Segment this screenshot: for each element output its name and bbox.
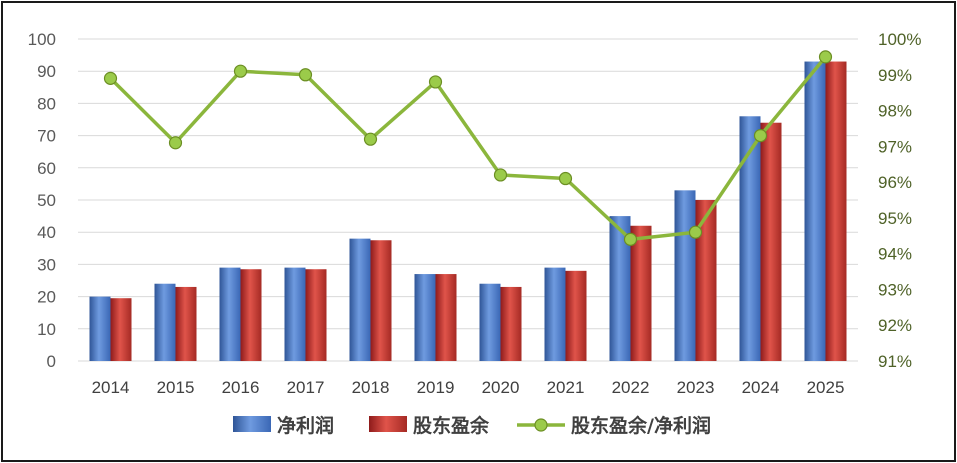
bar-net-profit — [284, 267, 306, 361]
bar-owner-earnings — [435, 274, 457, 361]
y2-tick-label: 91% — [878, 352, 912, 371]
y-tick-label: 20 — [37, 288, 56, 307]
bar-owner-earnings — [500, 286, 522, 361]
bar-owner-earnings — [110, 298, 132, 361]
y2-tick-label: 99% — [878, 66, 912, 85]
ratio-point — [168, 136, 183, 150]
legend-label: 股东盈余 — [413, 414, 490, 437]
y-tick-label: 90 — [37, 62, 56, 81]
gridlines — [78, 38, 858, 362]
bar-owner-earnings — [760, 122, 782, 361]
y-tick-label: 80 — [37, 94, 56, 113]
ratio-point — [753, 129, 768, 143]
ratio-point — [493, 168, 508, 182]
legend-swatch — [369, 416, 407, 432]
bar-net-profit — [479, 283, 501, 361]
x-tick-label: 2016 — [222, 378, 260, 397]
y2-tick-label: 93% — [878, 280, 912, 299]
y-tick-label: 50 — [37, 191, 56, 210]
y2-tick-label: 96% — [878, 173, 912, 192]
y-tick-label: 100 — [28, 30, 56, 49]
y-tick-label: 10 — [37, 320, 56, 339]
x-tick-label: 2014 — [92, 378, 130, 397]
y2-tick-label: 94% — [878, 245, 912, 264]
x-tick-label: 2022 — [612, 378, 650, 397]
bar-net-profit — [804, 61, 826, 361]
x-tick-label: 2021 — [547, 378, 585, 397]
legend-label: 股东盈余/净利润 — [571, 414, 711, 437]
x-axis: 2014 2015 2016 2017 2018 2019 2020 2021 2022 2023… — [92, 378, 845, 397]
y2-tick-label: 100% — [878, 30, 921, 49]
bar-net-profit — [219, 267, 241, 361]
bar-net-profit — [414, 274, 436, 361]
bar-net-profit — [154, 283, 176, 361]
ratio-line — [109, 55, 827, 242]
bar-net-profit — [544, 267, 566, 361]
y-tick-label: 30 — [37, 255, 56, 274]
ratio-point — [623, 232, 638, 246]
y-axis-right: 91% 92% 93% 94% 95% 96% 97% 98% 99% 100% — [878, 30, 921, 371]
bar-owner-earnings — [630, 225, 652, 361]
ratio-point — [688, 225, 703, 239]
ratio-point — [558, 171, 573, 186]
bar-owner-earnings — [175, 286, 197, 361]
bar-net-profit — [89, 296, 111, 361]
bar-owner-earnings — [370, 240, 392, 361]
y2-tick-label: 98% — [878, 102, 912, 121]
y-tick-label: 0 — [47, 352, 56, 371]
bar-net-profit — [609, 216, 631, 361]
x-tick-label: 2018 — [352, 378, 390, 397]
ratio-point — [233, 64, 248, 78]
y-tick-label: 60 — [37, 159, 56, 178]
y-tick-label: 70 — [37, 127, 56, 146]
ratio-point — [103, 71, 118, 85]
x-tick-label: 2019 — [417, 378, 455, 397]
x-tick-label: 2017 — [287, 378, 325, 397]
ratio-point — [818, 50, 833, 64]
ratio-point — [363, 132, 378, 146]
bar-net-profit — [674, 190, 696, 361]
bar-net-profit — [349, 238, 371, 361]
legend-label: 净利润 — [277, 414, 334, 437]
bar-series — [89, 61, 847, 361]
y2-tick-label: 97% — [878, 137, 912, 156]
x-tick-label: 2015 — [157, 378, 195, 397]
x-tick-label: 2023 — [677, 378, 715, 397]
bar-net-profit — [739, 116, 761, 361]
legend-marker — [534, 418, 548, 432]
x-tick-label: 2024 — [742, 378, 780, 397]
bar-owner-earnings — [825, 61, 847, 361]
legend: 净利润 股东盈余 股东盈余/净利润 — [233, 414, 711, 437]
ratio-point — [298, 68, 313, 82]
bar-owner-earnings — [305, 269, 327, 361]
x-tick-label: 2020 — [482, 378, 520, 397]
y-axis-left: 0 10 20 30 40 50 60 70 80 90 100 — [28, 30, 56, 371]
legend-swatch — [233, 416, 271, 432]
bar-owner-earnings — [695, 200, 717, 361]
x-tick-label: 2025 — [807, 378, 845, 397]
y-tick-label: 40 — [37, 223, 56, 242]
bar-owner-earnings — [565, 270, 587, 361]
bar-owner-earnings — [240, 269, 262, 361]
y2-tick-label: 95% — [878, 209, 912, 228]
y2-tick-label: 92% — [878, 316, 912, 335]
ratio-point — [428, 75, 443, 89]
line-series — [103, 50, 833, 246]
